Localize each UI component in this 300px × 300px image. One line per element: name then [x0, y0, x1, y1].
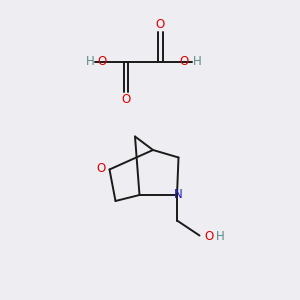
Text: O: O — [122, 92, 130, 106]
Text: O: O — [98, 55, 106, 68]
Text: H: H — [215, 230, 224, 244]
Text: N: N — [174, 188, 183, 201]
Text: O: O — [205, 230, 214, 244]
Text: O: O — [180, 55, 189, 68]
Text: O: O — [156, 17, 165, 31]
Text: H: H — [85, 55, 94, 68]
Text: H: H — [193, 55, 202, 68]
Text: O: O — [97, 161, 106, 175]
